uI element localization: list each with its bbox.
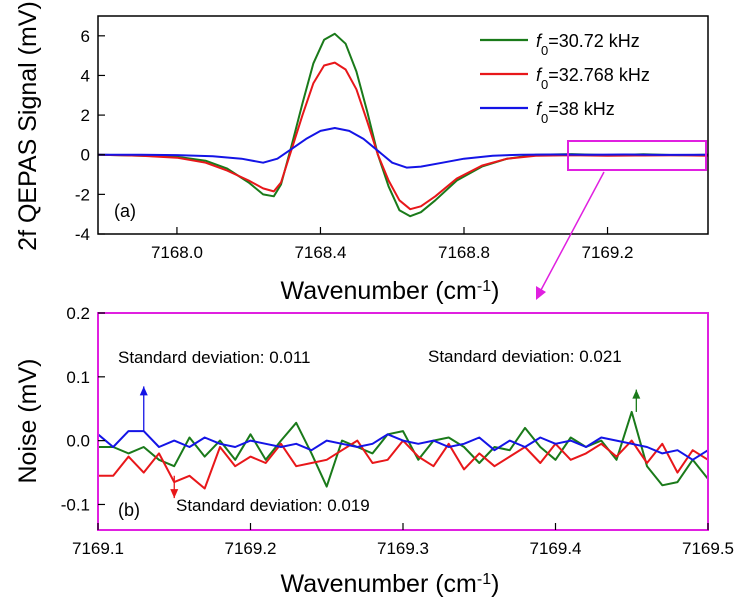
panel-a-y-tick-label: 2 — [81, 106, 90, 125]
panel-b-x-tick-label: 7169.5 — [682, 539, 734, 558]
panel-a-y-tick-label: -4 — [75, 225, 90, 244]
zoom-connector-arrow — [536, 171, 605, 300]
panel-b-series — [97, 410, 709, 490]
panel-a-y-tick-label: -2 — [75, 185, 90, 204]
annotation-arrow-head — [139, 386, 148, 396]
panel-b-y-tick-label: -0.1 — [61, 495, 90, 514]
panel-a-frame — [97, 15, 709, 235]
panel-a-tag: (a) — [114, 201, 136, 221]
panel-a-series-line-2 — [98, 127, 709, 169]
panel-a-x-axis-label: Wavenumber (cm-1) — [281, 277, 500, 305]
panel-b-x-tick-label: 7169.2 — [225, 539, 277, 558]
annotation-std-dev-label: Standard deviation: 0.011 — [118, 348, 311, 367]
panel-b-y-tick-label: 0.0 — [66, 432, 90, 451]
panel-a-x-tick-label: 7168.8 — [438, 243, 490, 262]
panel-a-y-tick-label: 0 — [81, 146, 90, 165]
legend-label: f0=38 kHz — [536, 99, 615, 126]
panel-a-y-ticks: -4 -2 0 2 4 6 — [75, 27, 105, 244]
zoom-region — [567, 140, 707, 171]
panel-b-series-line-2 — [97, 430, 709, 461]
panel-b-tag: (b) — [118, 500, 140, 520]
panel-b-x-tick-label: 7169.4 — [530, 539, 582, 558]
panel-a-y-tick-label: 6 — [81, 27, 90, 46]
panel-a-x-tick-label: 7168.4 — [294, 243, 346, 262]
panel-b-x-axis-label: Wavenumber (cm-1) — [281, 570, 500, 598]
panel-b: -0.10.00.10.2 7169.1 7169.2 7169.3 7169.4 71… — [14, 304, 734, 598]
panel-a-x-tick-label: 7169.2 — [582, 243, 634, 262]
panel-b-y-tick-label: 0.2 — [66, 304, 90, 323]
panel-a-x-tick-label: 7168.0 — [151, 243, 203, 262]
annotation-arrow-head — [632, 389, 641, 399]
panel-b-annotations: Standard deviation: 0.011 Standard deviat… — [118, 347, 641, 515]
annotation-std-dev-label: Standard deviation: 0.019 — [176, 496, 370, 515]
panel-a-series — [97, 32, 709, 218]
legend-label: f0=30.72 kHz — [536, 31, 640, 58]
panel-b-y-axis-label: Noise (mV) — [14, 358, 42, 483]
annotation-std-dev-label: Standard deviation: 0.021 — [428, 347, 622, 366]
annotation-arrow-head — [170, 489, 179, 499]
panel-a-series-line-0 — [97, 32, 709, 218]
panel-b-y-ticks: -0.1 0.0 0.1 0.2 — [61, 304, 105, 514]
legend: f0=30.72 kHz f0=32.768 kHz f0=38 kHz — [480, 31, 650, 126]
panel-b-x-tick-label: 7169.3 — [377, 539, 429, 558]
panel-b-x-tick-label: 7169.1 — [72, 539, 124, 558]
panel-a-x-ticks: 7168.0 7168.4 7168.8 7169.2 — [151, 227, 634, 262]
panel-a-y-tick-label: 4 — [81, 66, 90, 85]
panel-a-series-line-1 — [97, 61, 709, 211]
legend-label: f0=32.768 kHz — [536, 65, 650, 92]
panel-b-y-tick-label: 0.1 — [66, 368, 90, 387]
panel-b-x-ticks: 7169.1 7169.2 7169.3 7169.4 7169.5 — [72, 523, 734, 558]
panel-a: -4 -2 0 2 4 6 7168.0 7168.4 7168.8 7169.2 (a) f0… — [14, 1, 709, 305]
panel-a-y-axis-label: 2f QEPAS Signal (mV) — [14, 1, 42, 251]
